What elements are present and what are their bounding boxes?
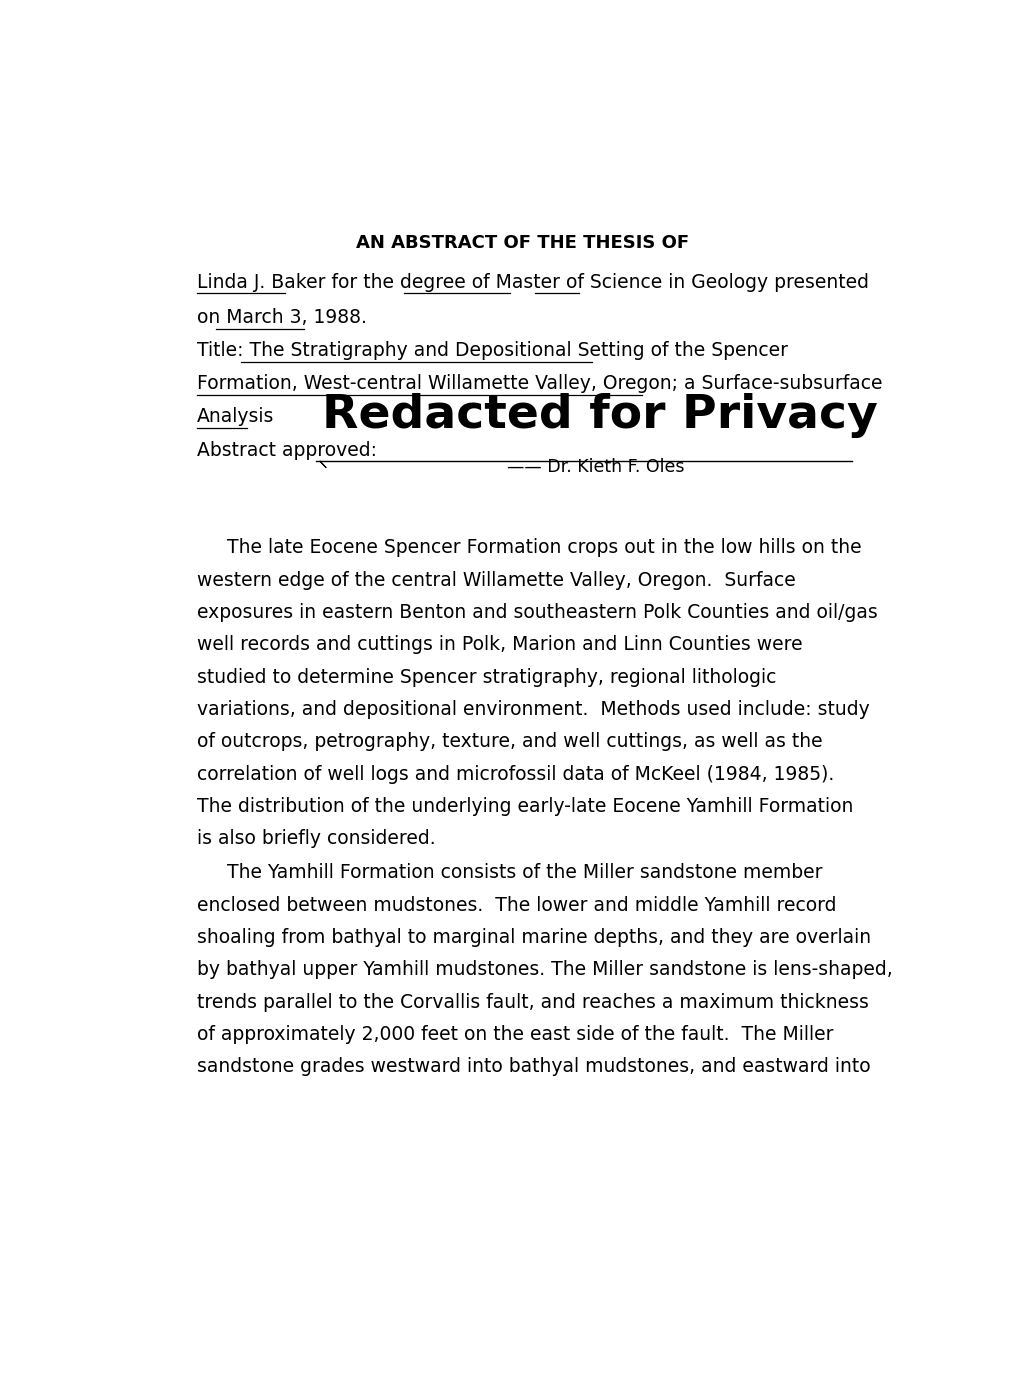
Text: on March 3, 1988.: on March 3, 1988.	[197, 309, 367, 327]
Text: AN ABSTRACT OF THE THESIS OF: AN ABSTRACT OF THE THESIS OF	[356, 234, 689, 252]
Text: Title: The Stratigraphy and Depositional Setting of the Spencer: Title: The Stratigraphy and Depositional…	[197, 341, 788, 360]
Text: correlation of well logs and microfossil data of McKeel (1984, 1985).: correlation of well logs and microfossil…	[197, 765, 834, 784]
Text: Redacted for Privacy: Redacted for Privacy	[321, 393, 876, 438]
Text: Linda J. Baker for the degree of Master of Science in Geology presented: Linda J. Baker for the degree of Master …	[197, 272, 868, 292]
Text: Abstract approved:: Abstract approved:	[197, 441, 377, 460]
Text: —— Dr. Kieth F. Oles: —— Dr. Kieth F. Oles	[506, 459, 684, 477]
Text: enclosed between mudstones.  The lower and middle Yamhill record: enclosed between mudstones. The lower an…	[197, 895, 836, 915]
Text: The distribution of the underlying early-late Eocene Yamhill Formation: The distribution of the underlying early…	[197, 796, 853, 816]
Text: of approximately 2,000 feet on the east side of the fault.  The Miller: of approximately 2,000 feet on the east …	[197, 1024, 833, 1044]
Text: is also briefly considered.: is also briefly considered.	[197, 830, 435, 848]
Text: studied to determine Spencer stratigraphy, regional lithologic: studied to determine Spencer stratigraph…	[197, 667, 775, 687]
Text: sandstone grades westward into bathyal mudstones, and eastward into: sandstone grades westward into bathyal m…	[197, 1058, 870, 1076]
Text: Analysis: Analysis	[197, 407, 274, 427]
Text: of outcrops, petrography, texture, and well cuttings, as well as the: of outcrops, petrography, texture, and w…	[197, 733, 822, 752]
Text: The Yamhill Formation consists of the Miller sandstone member: The Yamhill Formation consists of the Mi…	[197, 863, 822, 883]
Text: exposures in eastern Benton and southeastern Polk Counties and oil/gas: exposures in eastern Benton and southeas…	[197, 603, 877, 621]
Text: The late Eocene Spencer Formation crops out in the low hills on the: The late Eocene Spencer Formation crops …	[197, 538, 861, 557]
Text: well records and cuttings in Polk, Marion and Linn Counties were: well records and cuttings in Polk, Mario…	[197, 635, 802, 655]
Text: western edge of the central Willamette Valley, Oregon.  Surface: western edge of the central Willamette V…	[197, 571, 795, 589]
Text: variations, and depositional environment.  Methods used include: study: variations, and depositional environment…	[197, 701, 869, 719]
Text: Formation, West-central Willamette Valley, Oregon; a Surface-subsurface: Formation, West-central Willamette Valle…	[197, 374, 881, 393]
Text: trends parallel to the Corvallis fault, and reaches a maximum thickness: trends parallel to the Corvallis fault, …	[197, 992, 868, 1012]
Text: shoaling from bathyal to marginal marine depths, and they are overlain: shoaling from bathyal to marginal marine…	[197, 929, 870, 947]
Text: by bathyal upper Yamhill mudstones. The Miller sandstone is lens-shaped,: by bathyal upper Yamhill mudstones. The …	[197, 960, 892, 980]
